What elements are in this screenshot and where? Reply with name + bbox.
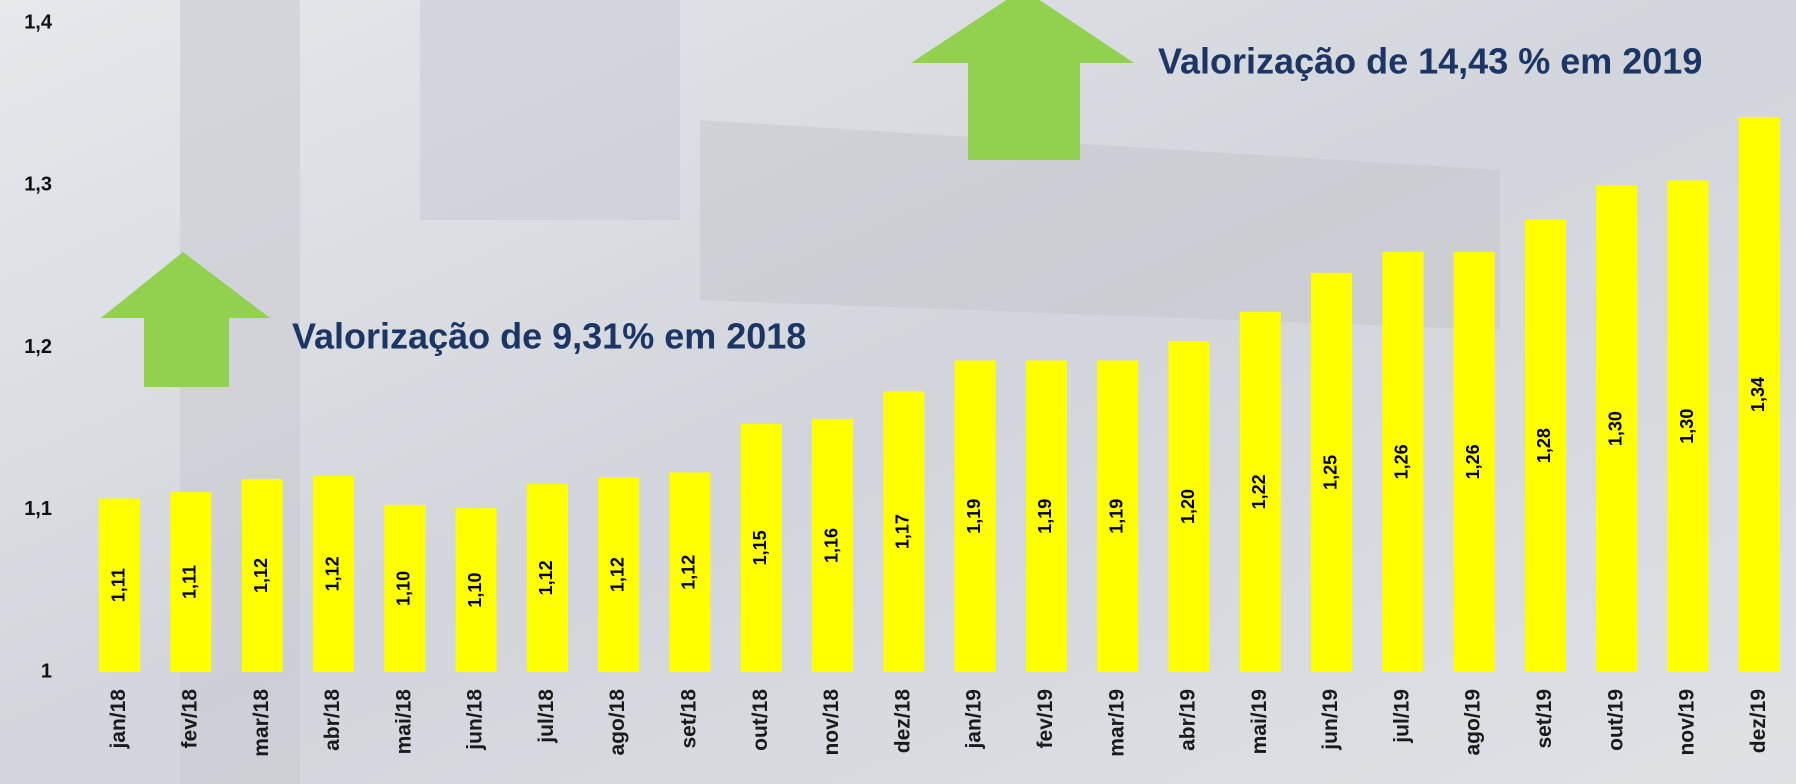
x-tick-label: out/19 bbox=[1604, 689, 1627, 751]
annotation: Valorização de 14,43 % em 2019 bbox=[1158, 41, 1702, 82]
x-tick-label: dez/18 bbox=[891, 689, 914, 754]
data-label: 1,26 bbox=[1463, 444, 1483, 479]
data-label: 1,19 bbox=[964, 499, 984, 534]
bar bbox=[313, 475, 355, 672]
x-tick-label: jun/18 bbox=[464, 689, 487, 751]
bar bbox=[384, 504, 426, 672]
y-tick-label: 1,2 bbox=[24, 336, 52, 358]
data-label: 1,12 bbox=[322, 556, 342, 591]
bar bbox=[1025, 360, 1067, 672]
x-tick-label: abr/19 bbox=[1177, 689, 1200, 751]
x-tick-label: mar/18 bbox=[250, 689, 273, 757]
x-tick-label: mai/18 bbox=[392, 689, 415, 755]
data-label: 1,17 bbox=[893, 514, 913, 549]
background-shape bbox=[700, 120, 1500, 330]
y-tick-label: 1 bbox=[41, 660, 52, 682]
x-tick-label: dez/19 bbox=[1747, 689, 1770, 753]
x-tick-label: ago/18 bbox=[606, 689, 629, 756]
arrow-up bbox=[101, 252, 270, 387]
bar bbox=[1453, 251, 1495, 672]
data-label: 1,19 bbox=[1106, 499, 1126, 534]
data-label: 1,34 bbox=[1748, 377, 1768, 412]
x-tick-label: fev/18 bbox=[178, 689, 201, 749]
data-label: 1,26 bbox=[1392, 444, 1412, 479]
data-label: 1,25 bbox=[1320, 455, 1340, 490]
bar bbox=[598, 477, 640, 672]
data-label: 1,30 bbox=[1606, 411, 1626, 446]
y-tick-label: 1,3 bbox=[24, 174, 52, 196]
x-tick-label: ago/19 bbox=[1462, 689, 1485, 756]
x-tick-label: jun/19 bbox=[1319, 689, 1342, 751]
background-shape bbox=[420, 0, 680, 220]
data-label: 1,12 bbox=[679, 555, 699, 590]
data-label: 1,15 bbox=[750, 530, 770, 565]
annotation: Valorização de 9,31% em 2018 bbox=[292, 316, 806, 357]
data-label: 1,16 bbox=[821, 528, 841, 563]
x-tick-label: out/18 bbox=[749, 689, 772, 751]
bar bbox=[1239, 311, 1281, 672]
x-tick-label: jul/18 bbox=[535, 689, 558, 744]
data-label: 1,11 bbox=[180, 565, 200, 599]
bar bbox=[883, 391, 925, 672]
data-label: 1,19 bbox=[1035, 499, 1055, 534]
x-tick-label: set/18 bbox=[678, 689, 701, 749]
bar bbox=[1168, 341, 1210, 672]
y-tick-label: 1,4 bbox=[24, 11, 53, 33]
bar bbox=[669, 472, 711, 672]
bar bbox=[812, 418, 854, 672]
bar bbox=[99, 498, 141, 672]
data-label: 1,10 bbox=[465, 573, 485, 608]
bar bbox=[1524, 219, 1566, 672]
bar bbox=[740, 423, 782, 672]
bar bbox=[241, 478, 283, 672]
data-label: 1,12 bbox=[536, 560, 556, 595]
x-tick-label: set/19 bbox=[1533, 689, 1556, 749]
arrow-up bbox=[911, 0, 1134, 160]
x-tick-label: nov/19 bbox=[1676, 689, 1699, 756]
x-tick-label: mai/19 bbox=[1248, 689, 1271, 754]
y-tick-label: 1,1 bbox=[24, 498, 52, 520]
bar bbox=[1596, 185, 1638, 672]
bar bbox=[1382, 251, 1424, 672]
x-tick-label: nov/18 bbox=[820, 689, 843, 756]
data-label: 1,30 bbox=[1677, 409, 1697, 444]
data-label: 1,12 bbox=[607, 557, 627, 592]
x-tick-label: abr/18 bbox=[321, 689, 344, 751]
data-label: 1,12 bbox=[251, 558, 271, 593]
x-tick-label: fev/19 bbox=[1034, 689, 1057, 749]
bar bbox=[170, 491, 212, 672]
data-label: 1,11 bbox=[108, 568, 128, 602]
bar bbox=[954, 360, 996, 672]
data-label: 1,22 bbox=[1249, 474, 1269, 509]
bar bbox=[526, 483, 568, 672]
bar bbox=[1667, 180, 1709, 672]
data-label: 1,28 bbox=[1534, 428, 1554, 463]
x-tick-label: jan/18 bbox=[107, 689, 130, 750]
data-label: 1,20 bbox=[1178, 489, 1198, 524]
data-label: 1,10 bbox=[394, 571, 414, 606]
x-tick-label: mar/19 bbox=[1105, 689, 1128, 757]
bar bbox=[1311, 272, 1353, 672]
x-tick-label: jan/19 bbox=[963, 689, 986, 750]
bar bbox=[1738, 117, 1780, 673]
x-tick-label: jul/19 bbox=[1390, 689, 1413, 744]
bar bbox=[1097, 360, 1139, 672]
bar bbox=[455, 508, 497, 672]
